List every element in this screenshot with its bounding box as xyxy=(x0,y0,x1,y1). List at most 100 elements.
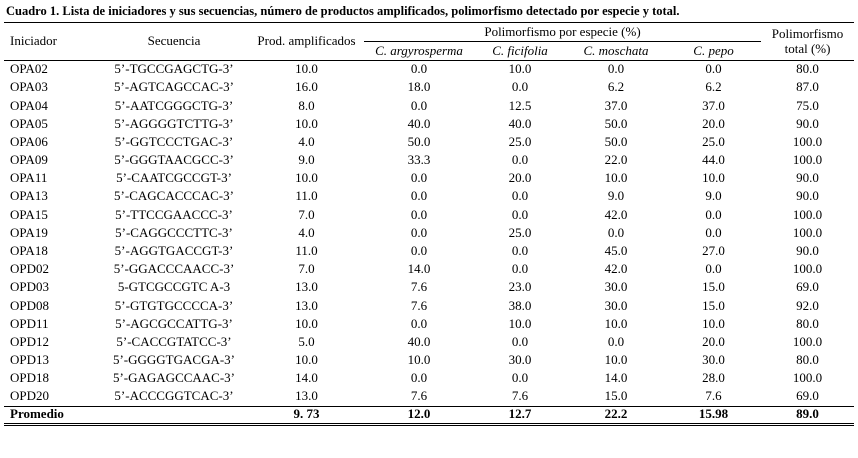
pepo-cell: 0.0 xyxy=(705,224,722,240)
ficifolia-cell: 25.0 xyxy=(508,224,532,240)
ficifolia-cell: 10.0 xyxy=(508,61,532,77)
col-header-iniciador: Iniciador xyxy=(4,22,99,61)
col-header-moschata: C. moschata xyxy=(566,41,666,61)
moschata-cell: 0.0 xyxy=(607,333,625,349)
prod-amplificados-cell: 10.0 xyxy=(295,61,318,77)
polimorfismo-total-cell: 92.0 xyxy=(796,297,819,313)
moschata-cell: 15.0 xyxy=(604,388,628,404)
table-row: OPD12 5’-CACCGTATCC-3’ 5.0 40.0 0.0 0.0 20.0 10… xyxy=(4,333,854,351)
promedio-row: Promedio 9. 73 12.0 12.7 22.2 15.98 89.0 xyxy=(4,405,855,426)
argyrosperma-cell: 40.0 xyxy=(407,115,431,131)
polimorfismo-total-cell: 69.0 xyxy=(796,279,819,295)
ficifolia-cell: 23.0 xyxy=(508,279,532,295)
iniciador-cell: OPA02 xyxy=(10,61,48,77)
iniciador-cell: OPA18 xyxy=(10,243,48,258)
argyrosperma-cell: 7.6 xyxy=(410,279,428,295)
polimorfismo-total-cell: 100.0 xyxy=(792,370,823,386)
argyrosperma-cell: 0.0 xyxy=(410,224,428,240)
pepo-cell: 15.98 xyxy=(666,405,762,426)
pepo-cell: 20.0 xyxy=(702,333,725,349)
argyrosperma-cell: 0.0 xyxy=(410,315,428,331)
table-row: OPA13 5’-CAGCACCCAC-3’ 11.0 0.0 0.0 9.0 9.0 90.… xyxy=(4,188,854,206)
iniciador-cell: OPA19 xyxy=(10,224,48,240)
iniciador-cell: OPD20 xyxy=(10,388,50,404)
table-header: Iniciador Secuencia Prod. amplificados P… xyxy=(4,22,855,61)
iniciador-cell: OPA09 xyxy=(10,152,48,168)
secuencia-cell: 5’-CAGCACCCAC-3’ xyxy=(114,188,234,204)
pepo-cell: 28.0 xyxy=(702,370,725,386)
iniciador-cell: OPA13 xyxy=(10,188,48,204)
prod-amplificados-cell: 9.0 xyxy=(298,152,315,168)
polimorfismo-total-cell: 80.0 xyxy=(796,352,819,368)
ficifolia-cell: 0.0 xyxy=(511,243,529,258)
ficifolia-cell: 0.0 xyxy=(511,206,529,222)
ficifolia-cell: 0.0 xyxy=(511,79,529,95)
moschata-cell: 30.0 xyxy=(604,279,628,295)
ficifolia-cell: 20.0 xyxy=(508,170,532,186)
table-row: OPD20 5’-ACCCGGTCAC-3’ 13.0 7.6 7.6 15.0 7.6 69… xyxy=(4,388,854,406)
iniciador-cell: OPD02 xyxy=(10,261,50,277)
col-header-secuencia: Secuencia xyxy=(99,22,249,61)
prod-amplificados-cell: 10.0 xyxy=(295,315,318,331)
argyrosperma-cell: 0.0 xyxy=(410,188,428,204)
table-row: OPA19 5’-CAGGCCCTTC-3’ 4.0 0.0 25.0 0.0 0.0 100… xyxy=(4,224,854,242)
polimorfismo-total-cell: 90.0 xyxy=(796,188,819,204)
secuencia-cell: 5’-GAGAGCCAAC-3’ xyxy=(112,370,236,386)
pepo-cell: 6.2 xyxy=(705,79,722,95)
moschata-cell: 37.0 xyxy=(604,97,628,113)
col-header-prod-amplificados: Prod. amplificados xyxy=(249,22,364,61)
secuencia-cell: 5’-AATCGGGCTG-3’ xyxy=(114,97,234,113)
secuencia-cell: 5’-AGGTGACCGT-3’ xyxy=(114,243,234,258)
prod-amplificados-cell: 10.0 xyxy=(295,170,318,186)
secuencia-cell: 5’-CAGGCCCTTC-3’ xyxy=(115,224,233,240)
prod-amplificados-cell: 7.0 xyxy=(298,206,315,222)
moschata-cell: 42.0 xyxy=(604,261,628,277)
header-row-2: C. argyrosperma C. ficifolia C. moschata… xyxy=(4,41,854,61)
polimorfismo-total-cell: 100.0 xyxy=(792,206,823,222)
ficifolia-cell: 40.0 xyxy=(508,115,532,131)
ficifolia-cell: 7.6 xyxy=(511,388,529,404)
iniciador-cell: OPD13 xyxy=(10,352,50,368)
table-row: OPA15 5’-TTCCGAACCC-3’ 7.0 0.0 0.0 42.0 0.0 100… xyxy=(4,206,854,224)
moschata-cell: 10.0 xyxy=(604,170,628,186)
argyrosperma-cell: 0.0 xyxy=(410,61,428,77)
argyrosperma-cell: 0.0 xyxy=(410,370,428,386)
argyrosperma-cell: 0.0 xyxy=(410,243,428,258)
polimorfismo-total-cell: 90.0 xyxy=(796,243,819,258)
polimorfismo-total-cell: 69.0 xyxy=(796,388,819,404)
iniciador-cell: Promedio xyxy=(4,405,99,426)
moschata-cell: 45.0 xyxy=(604,243,628,258)
col-header-ficifolia: C. ficifolia xyxy=(474,41,566,61)
secuencia-cell: 5’-AGCGCCATTG-3’ xyxy=(115,315,233,331)
argyrosperma-cell: 40.0 xyxy=(407,333,431,349)
prod-amplificados-cell: 14.0 xyxy=(295,370,318,386)
argyrosperma-cell: 14.0 xyxy=(407,261,431,277)
argyrosperma-cell: 7.6 xyxy=(410,297,428,313)
table-row: OPA09 5’-GGGTAACGCC-3’ 9.0 33.3 0.0 22.0 44.0 1… xyxy=(4,151,854,169)
moschata-cell: 6.2 xyxy=(607,79,625,95)
col-header-polimorfismo-total: Polimorfismo total (%) xyxy=(761,22,855,61)
moschata-cell: 50.0 xyxy=(604,115,628,131)
table-row: OPA03 5’-AGTCAGCCAC-3’ 16.0 18.0 0.0 6.2 6.2 87… xyxy=(4,79,854,97)
ficifolia-cell: 38.0 xyxy=(508,297,532,313)
header-row-1: Iniciador Secuencia Prod. amplificados P… xyxy=(4,22,855,61)
argyrosperma-cell: 12.0 xyxy=(364,405,474,426)
moschata-cell: 9.0 xyxy=(607,188,625,204)
secuencia-cell xyxy=(99,405,249,426)
secuencia-cell: 5’-GGGGTGACGA-3’ xyxy=(112,352,236,368)
table-row: OPD18 5’-GAGAGCCAAC-3’ 14.0 0.0 0.0 14.0 28.0 1… xyxy=(4,370,854,388)
ficifolia-cell: 0.0 xyxy=(511,261,529,277)
primers-table: Iniciador Secuencia Prod. amplificados P… xyxy=(4,22,855,426)
prod-amplificados-cell: 16.0 xyxy=(295,79,318,95)
table-row: OPD02 5’-GGACCCAACC-3’ 7.0 14.0 0.0 42.0 0.0 10… xyxy=(4,261,854,279)
argyrosperma-cell: 50.0 xyxy=(407,133,431,149)
pepo-cell: 15.0 xyxy=(702,297,725,313)
ficifolia-cell: 25.0 xyxy=(508,133,532,149)
iniciador-cell: OPA03 xyxy=(10,79,48,95)
table-body: OPA02 5’-TGCCGAGCTG-3’ 10.0 0.0 10.0 0.0 0.0 80… xyxy=(4,61,855,426)
argyrosperma-cell: 0.0 xyxy=(410,206,428,222)
col-header-pepo: C. pepo xyxy=(666,41,762,61)
prod-amplificados-cell: 10.0 xyxy=(295,352,318,368)
prod-amplificados-cell: 8.0 xyxy=(298,97,315,113)
polimorfismo-total-cell: 80.0 xyxy=(796,315,819,331)
